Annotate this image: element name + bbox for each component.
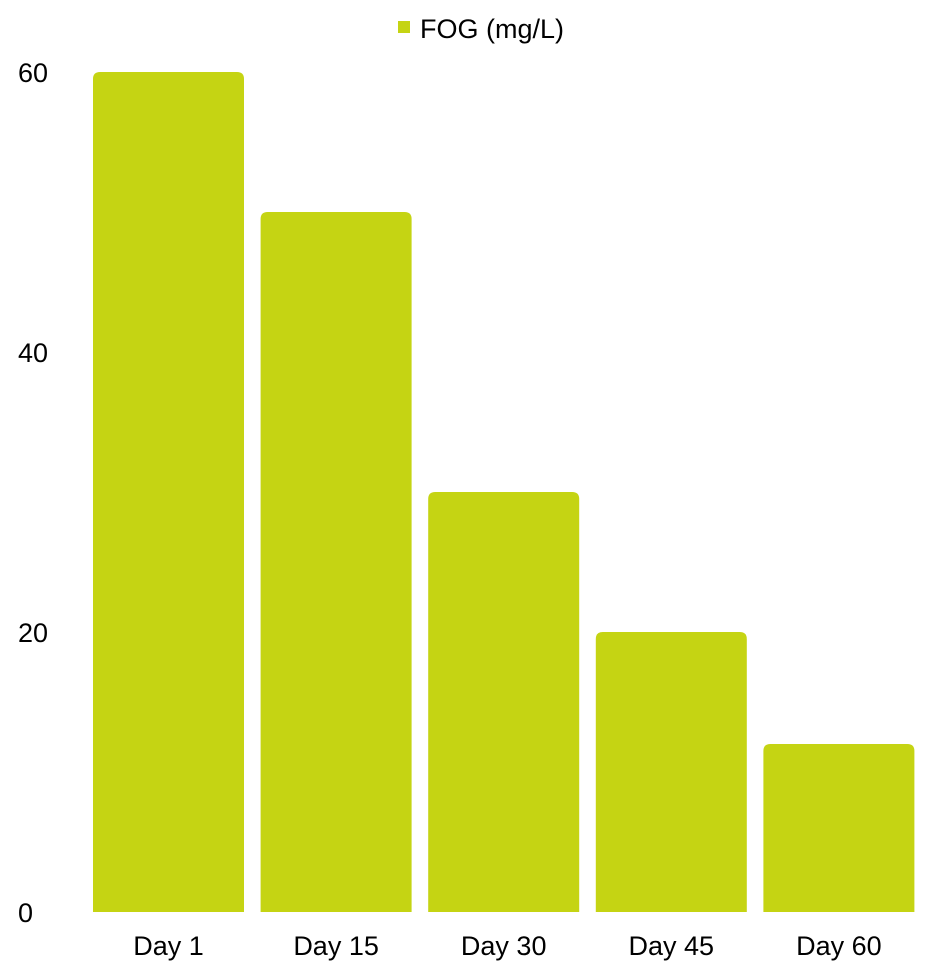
x-tick-label: Day 30 [461,931,547,961]
x-tick-label: Day 1 [133,931,204,961]
x-tick-label: Day 60 [796,931,882,961]
y-tick-label: 60 [18,58,48,88]
bar [260,212,412,912]
bar [763,744,915,912]
x-axis: Day 1 Day 15 Day 30 Day 45 Day 60 [133,931,881,961]
bar [595,632,747,912]
legend-swatch [398,21,410,33]
legend: FOG (mg/L) [398,14,564,44]
legend-label: FOG (mg/L) [420,14,564,44]
y-tick-label: 40 [18,338,48,368]
y-axis: 0 20 40 60 [18,58,48,928]
bars [93,72,915,912]
x-tick-label: Day 15 [293,931,379,961]
bar [93,72,244,912]
bar [428,492,580,912]
y-tick-label: 0 [18,898,33,928]
x-tick-label: Day 45 [629,931,715,961]
y-tick-label: 20 [18,618,48,648]
